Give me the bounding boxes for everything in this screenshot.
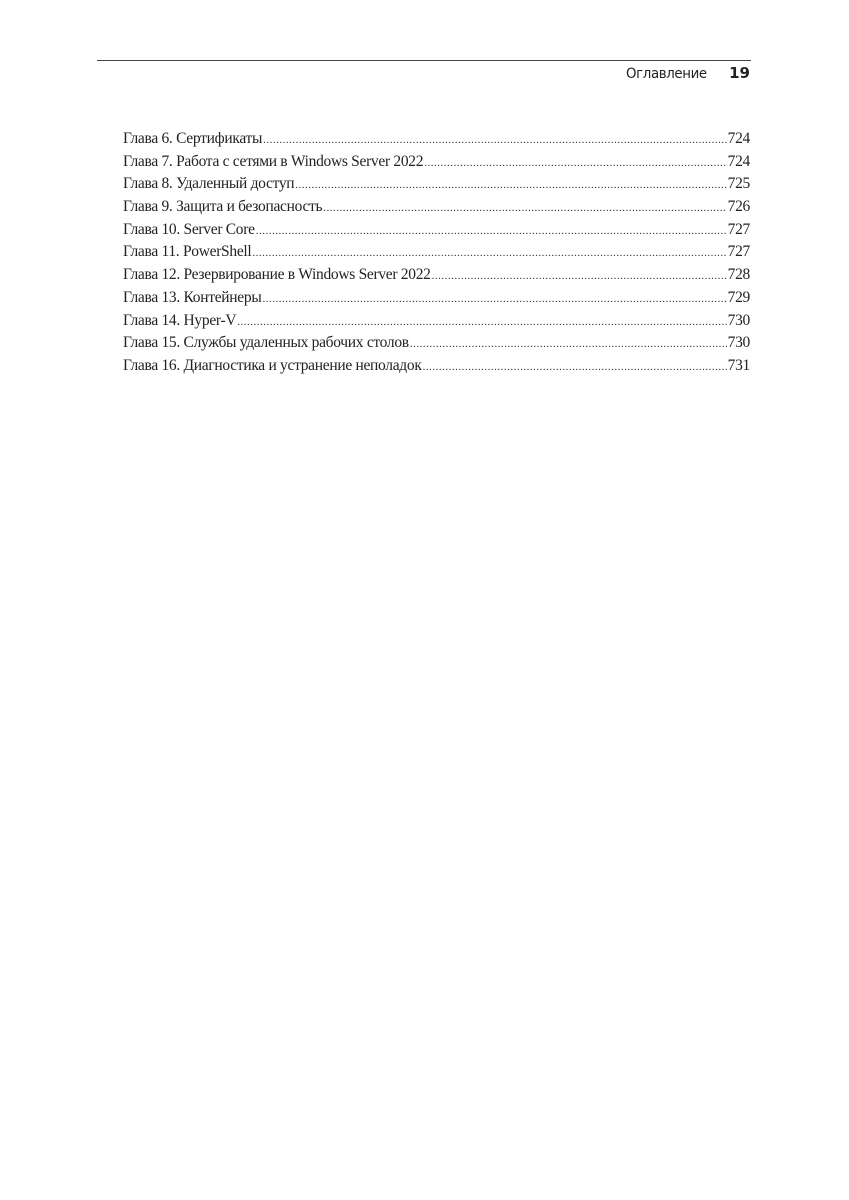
dot-leader: [423, 361, 727, 373]
toc-entry-label: Глава 15. Службы удаленных рабочих столо…: [123, 334, 409, 352]
toc-entry[interactable]: Глава 11. PowerShell 727: [123, 243, 750, 266]
toc-entry-label: Глава 8. Удаленный доступ: [123, 175, 295, 193]
toc-entry-page: 727: [727, 220, 751, 238]
dot-leader: [252, 247, 726, 259]
toc-entry[interactable]: Глава 10. Server Core 727: [123, 221, 750, 244]
toc-entry[interactable]: Глава 6. Сертификаты 724: [123, 130, 750, 153]
dot-leader: [237, 316, 726, 328]
section-title: Оглавление: [626, 66, 708, 82]
dot-leader: [323, 202, 726, 214]
toc-entry-label: Глава 16. Диагностика и устранение непол…: [123, 356, 422, 374]
toc-entry[interactable]: Глава 13. Контейнеры 729: [123, 289, 750, 312]
toc-entry[interactable]: Глава 15. Службы удаленных рабочих столо…: [123, 334, 750, 357]
toc-entry-label: Глава 6. Сертификаты: [123, 130, 263, 147]
toc-entry[interactable]: Глава 8. Удаленный доступ 725: [123, 175, 750, 198]
toc-entry[interactable]: Глава 9. Защита и безопасность 726: [123, 198, 750, 221]
toc-entry[interactable]: Глава 16. Диагностика и устранение непол…: [123, 357, 750, 380]
toc-entry-page: 727: [727, 243, 751, 261]
toc-entry-page: 730: [727, 311, 751, 329]
toc-entry-page: 731: [727, 356, 751, 374]
toc-entry-label: Глава 12. Резервирование в Windows Serve…: [123, 266, 431, 284]
table-of-contents: Глава 6. Сертификаты 724 Глава 7. Работа с…: [123, 130, 750, 380]
running-header: Оглавление 19: [619, 64, 750, 82]
header-rule: [97, 60, 751, 61]
dot-leader: [295, 179, 726, 191]
toc-entry[interactable]: Глава 12. Резервирование в Windows Serve…: [123, 266, 750, 289]
toc-entry-page: 724: [727, 152, 751, 170]
toc-entry[interactable]: Глава 14. Hyper-V 730: [123, 312, 750, 335]
dot-leader: [256, 225, 727, 237]
dot-leader: [424, 157, 726, 169]
toc-entry-page: 728: [727, 266, 751, 284]
toc-entry-page: 729: [727, 288, 751, 306]
dot-leader: [410, 338, 727, 350]
toc-entry-label: Глава 7. Работа с сетями в Windows Serve…: [123, 152, 424, 170]
dot-leader: [262, 293, 726, 305]
toc-entry-page: 724: [727, 130, 751, 147]
toc-entry-page: 726: [727, 198, 751, 216]
toc-entry-label: Глава 11. PowerShell: [123, 243, 252, 261]
toc-entry-label: Глава 14. Hyper-V: [123, 311, 237, 329]
dot-leader: [432, 270, 727, 282]
toc-entry-page: 725: [727, 175, 751, 193]
toc-entry[interactable]: Глава 7. Работа с сетями в Windows Serve…: [123, 153, 750, 176]
toc-entry-label: Глава 13. Контейнеры: [123, 288, 262, 306]
toc-entry-label: Глава 9. Защита и безопасность: [123, 198, 323, 216]
page-number: 19: [729, 64, 750, 82]
toc-entry-label: Глава 10. Server Core: [123, 220, 255, 238]
dot-leader: [263, 134, 727, 146]
toc-entry-page: 730: [727, 334, 751, 352]
